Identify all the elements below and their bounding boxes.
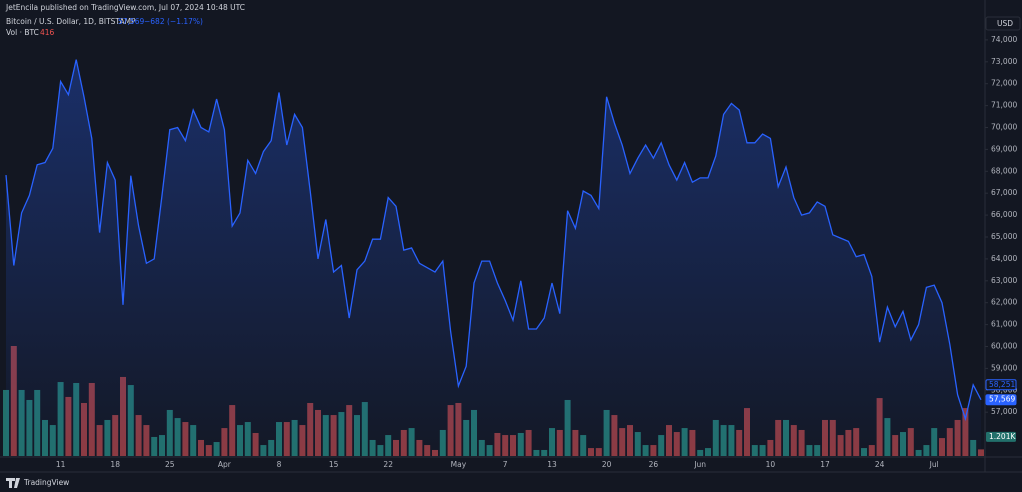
y-tick-label: 65,000: [991, 232, 1017, 241]
price-area: [6, 59, 981, 457]
x-tick-label: 20: [602, 460, 612, 469]
x-tick-label: 22: [383, 460, 393, 469]
axes: 57,00058,00059,00060,00061,00062,00063,0…: [56, 35, 1018, 469]
y-tick-label: 66,000: [991, 210, 1017, 219]
marks: [3, 59, 984, 457]
x-tick-label: Apr: [218, 460, 232, 469]
y-tick-label: 70,000: [991, 123, 1017, 132]
x-tick-label: 11: [56, 460, 66, 469]
y-tick-label: 57,000: [991, 407, 1017, 416]
y-tick-label: 62,000: [991, 298, 1017, 307]
y-tick-label: 72,000: [991, 79, 1017, 88]
x-tick-label: 13: [547, 460, 557, 469]
y-tick-label: 68,000: [991, 166, 1017, 175]
x-tick-label: 15: [329, 460, 339, 469]
x-tick-label: 17: [820, 460, 830, 469]
brand-logo: [6, 478, 20, 488]
price-marker-label: 58,251: [989, 380, 1015, 389]
y-tick-label: 60,000: [991, 342, 1017, 351]
last-price: 57,569: [118, 17, 144, 26]
x-tick-label: 18: [110, 460, 120, 469]
y-tick-label: 67,000: [991, 188, 1017, 197]
y-tick-label: 61,000: [991, 320, 1017, 329]
y-tick-label: 63,000: [991, 276, 1017, 285]
volume-marker-box: [986, 431, 1016, 442]
x-tick-label: 7: [503, 460, 508, 469]
series-name: Bitcoin / U.S. Dollar, 1D, BITSTAMP: [6, 17, 136, 26]
y-tick-label: 74,000: [991, 35, 1017, 44]
y-tick-label: 69,000: [991, 144, 1017, 153]
x-tick-label: 24: [875, 460, 885, 469]
x-tick-label: 26: [649, 460, 659, 469]
price-change: −682 (−1.17%): [144, 17, 203, 26]
currency: USD: [997, 19, 1013, 28]
y-tick-label: 59,000: [991, 363, 1017, 372]
price-marker-box: [985, 394, 1017, 406]
x-tick-label: May: [451, 460, 467, 469]
price-marker-box: [985, 379, 1017, 391]
y-tick-label: 71,000: [991, 101, 1017, 110]
y-tick-label: 73,000: [991, 57, 1017, 66]
y-tick-label: 64,000: [991, 254, 1017, 263]
volume-last: 416: [40, 28, 55, 37]
x-tick-label: 25: [165, 460, 175, 469]
brand: TradingView: [23, 478, 69, 487]
currency-box: [985, 16, 1021, 31]
price-marker-label: 57,569: [989, 395, 1015, 404]
x-tick-label: 8: [277, 460, 282, 469]
x-tick-label: 10: [766, 460, 776, 469]
chart-title: JetEncila published on TradingView.com, …: [5, 3, 245, 12]
volume-marker-label: 1.201K: [989, 432, 1016, 441]
price-line: [5, 59, 982, 422]
x-tick-label: Jun: [693, 460, 706, 469]
x-tick-label: Jul: [929, 460, 939, 469]
volume-name: Vol · BTC: [6, 28, 39, 37]
